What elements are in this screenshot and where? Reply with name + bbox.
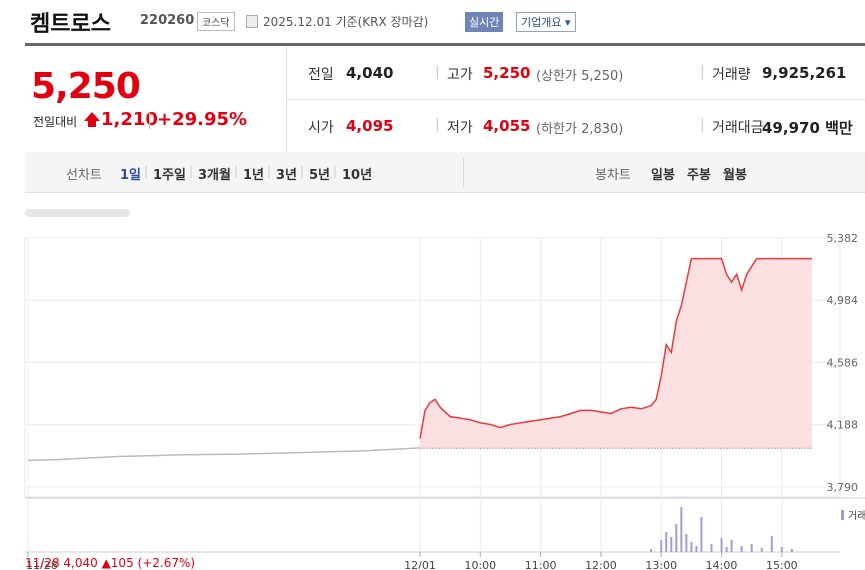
realtime-badge[interactable]: 실시간 bbox=[465, 12, 504, 32]
divider bbox=[463, 158, 464, 188]
area bbox=[420, 258, 812, 448]
tab[interactable]: 일봉 bbox=[651, 168, 675, 183]
calendar-icon bbox=[246, 15, 258, 28]
tab[interactable]: 1년 bbox=[243, 168, 265, 183]
x-tick-label: 13:00 bbox=[645, 559, 677, 569]
separator: | bbox=[435, 117, 440, 133]
line bbox=[27, 447, 421, 462]
hover-info: 11/28 4,040 ▲105 (+2.67%) bbox=[25, 556, 196, 570]
tab[interactable]: 월봉 bbox=[723, 168, 747, 183]
tab[interactable]: 1일 bbox=[120, 168, 142, 183]
x-tick-label: 11:00 bbox=[525, 559, 557, 569]
x-tick-label: 15:00 bbox=[766, 559, 798, 569]
tab-group-label: 선차트 bbox=[66, 168, 102, 183]
tab[interactable]: 5년 bbox=[309, 168, 331, 183]
y-tick-label: 3,790 bbox=[827, 481, 859, 494]
volume-bar bbox=[740, 546, 743, 552]
y-tick-label: 4,188 bbox=[827, 419, 859, 432]
volume-bar bbox=[695, 546, 698, 552]
volume-bar bbox=[750, 544, 753, 552]
volume-bar bbox=[690, 542, 693, 552]
stock-name: 켐트로스 bbox=[30, 12, 111, 37]
x-tick-label: 14:00 bbox=[706, 559, 738, 569]
legend-swatch bbox=[841, 510, 844, 520]
header-rule bbox=[25, 43, 865, 46]
volume-bar bbox=[650, 549, 653, 552]
volume-bar bbox=[700, 517, 703, 552]
tab[interactable]: 1주일 bbox=[153, 168, 186, 183]
separator: | bbox=[333, 164, 338, 178]
separator: | bbox=[144, 164, 149, 178]
change-label: 전일대비 bbox=[33, 115, 78, 129]
blurred-label bbox=[25, 209, 130, 217]
stat-value: 4,095 bbox=[346, 117, 394, 135]
x-tick-label: 12/01 bbox=[404, 559, 436, 569]
legend-label: 거래 bbox=[848, 510, 865, 522]
tab-group-label: 봉차트 bbox=[595, 168, 631, 183]
volume-bar bbox=[725, 547, 728, 552]
stat-label: 고가 bbox=[447, 67, 473, 83]
market-badge: 코스닥 bbox=[197, 12, 235, 31]
tab[interactable]: 3개월 bbox=[198, 168, 231, 183]
tab[interactable]: 주봉 bbox=[687, 168, 711, 183]
tab[interactable]: 10년 bbox=[342, 168, 373, 183]
separator: | bbox=[267, 164, 272, 178]
x-tick-label: 10:00 bbox=[464, 559, 496, 569]
separator: | bbox=[300, 164, 305, 178]
volume-bar bbox=[710, 544, 713, 552]
volume-bar bbox=[685, 534, 688, 552]
stat-label: 거래대금 bbox=[712, 120, 764, 136]
date: 2025.12.01 기준(KRX 장마감) bbox=[263, 15, 429, 29]
tab-bar bbox=[25, 152, 865, 193]
change: 1,210 bbox=[101, 109, 158, 130]
divider bbox=[286, 99, 865, 100]
stat-value: 9,925,261 bbox=[762, 64, 847, 82]
stat-label: 거래량 bbox=[712, 67, 751, 83]
stat-value: 4,040 bbox=[346, 64, 394, 82]
volume-bar bbox=[730, 540, 733, 552]
stat-value: 4,055 bbox=[483, 117, 531, 135]
separator: | bbox=[700, 117, 705, 133]
separator: | bbox=[435, 64, 440, 80]
separator: | bbox=[234, 164, 239, 178]
separator: | bbox=[189, 164, 194, 178]
volume-bar bbox=[675, 524, 678, 552]
stat-label: 저가 bbox=[447, 120, 473, 136]
company-info-label: 기업개요 bbox=[521, 16, 562, 29]
y-tick-label: 4,984 bbox=[827, 294, 859, 307]
volume-bar bbox=[780, 547, 783, 552]
change-pct: +29.95% bbox=[157, 109, 248, 130]
volume-bar bbox=[660, 540, 663, 552]
volume-bar bbox=[770, 536, 773, 552]
up-arrow-stem bbox=[88, 121, 96, 127]
stat-label: 전일 bbox=[308, 67, 334, 83]
up-arrow bbox=[84, 112, 100, 121]
volume-bar bbox=[760, 548, 763, 552]
volume-bar bbox=[790, 549, 793, 552]
company-info-button[interactable]: 기업개요 ▾ bbox=[516, 12, 576, 32]
volume-bar bbox=[720, 538, 723, 552]
line bbox=[419, 257, 812, 439]
stat-note: (하한가 2,830) bbox=[536, 122, 624, 137]
stat-value: 5,250 bbox=[483, 64, 531, 82]
stock-code: 220260 bbox=[140, 13, 195, 28]
y-tick-label: 4,586 bbox=[827, 356, 859, 369]
x-tick-label: 11/28 bbox=[26, 559, 58, 569]
stat-label: 시가 bbox=[308, 120, 334, 136]
volume-bar bbox=[665, 532, 668, 552]
x-tick-label: 12:00 bbox=[585, 559, 617, 569]
separator: | bbox=[700, 64, 705, 80]
current-price: 5,250 bbox=[31, 66, 141, 107]
separator: | bbox=[147, 110, 153, 129]
chart: 5,382 4,984 4,586 4,188 3,790 11/28 12/01 10:00… bbox=[24, 209, 865, 569]
y-tick-label: 5,382 bbox=[827, 232, 859, 245]
volume-bar bbox=[680, 507, 683, 552]
tab[interactable]: 3년 bbox=[276, 168, 298, 183]
stat-value: 49,970 백만 bbox=[762, 119, 853, 137]
stat-note: (상한가 5,250) bbox=[536, 69, 624, 84]
volume-bar bbox=[670, 537, 673, 552]
